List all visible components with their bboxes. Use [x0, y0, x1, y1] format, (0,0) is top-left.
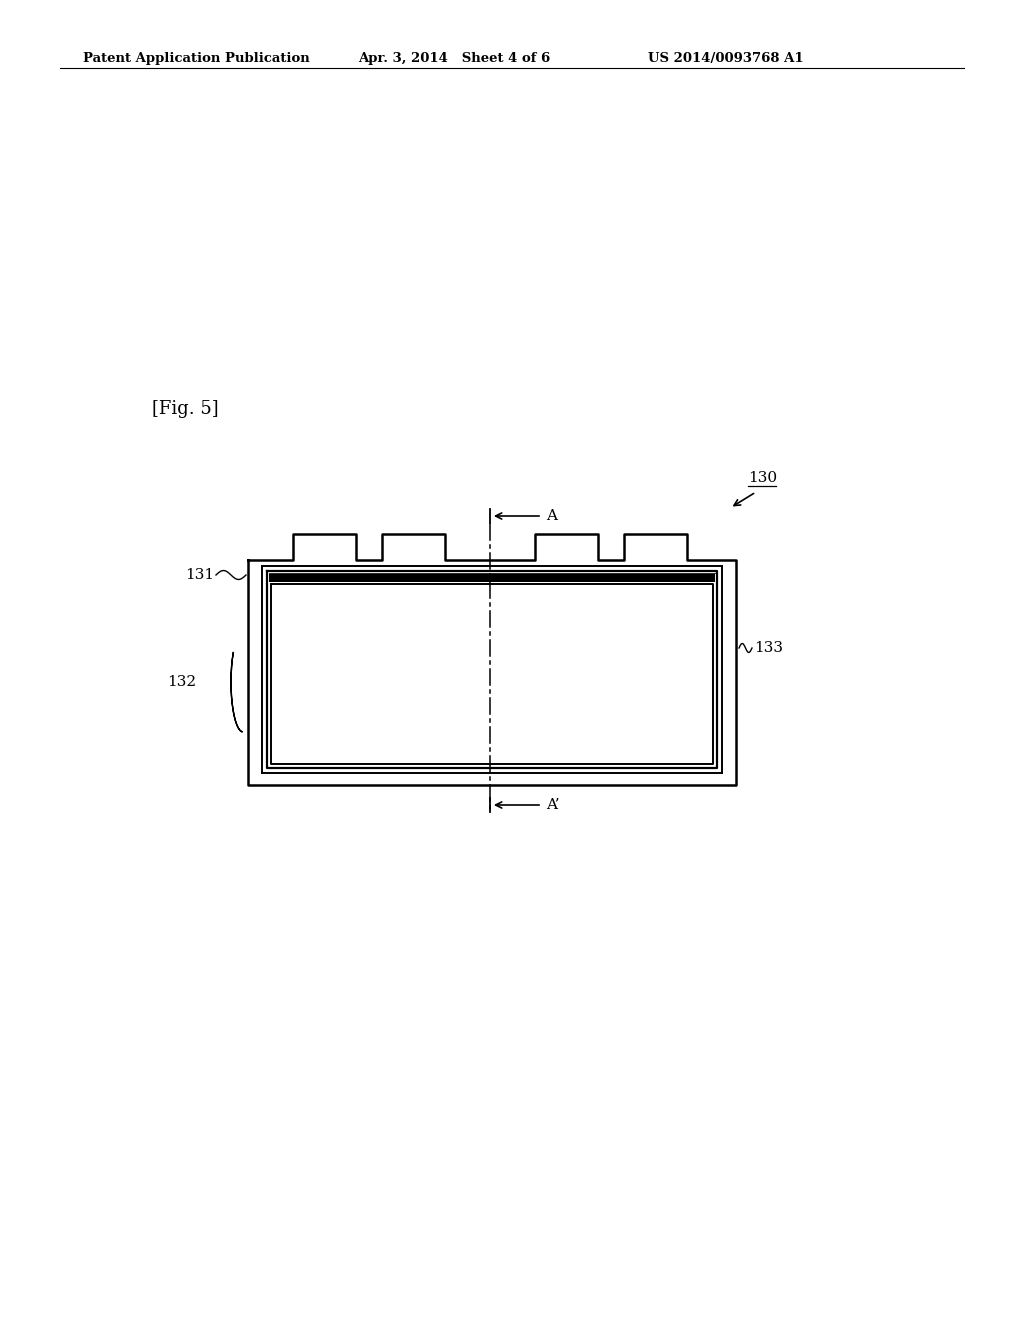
Text: 132: 132	[167, 675, 196, 689]
Text: US 2014/0093768 A1: US 2014/0093768 A1	[648, 51, 804, 65]
Text: 131: 131	[185, 568, 214, 582]
Bar	[269, 574, 715, 582]
Text: A’: A’	[546, 799, 560, 812]
Text: A: A	[546, 510, 557, 523]
Text: Apr. 3, 2014   Sheet 4 of 6: Apr. 3, 2014 Sheet 4 of 6	[358, 51, 550, 65]
Text: 130: 130	[748, 471, 777, 484]
Text: [Fig. 5]: [Fig. 5]	[152, 400, 219, 418]
Text: 133: 133	[754, 642, 783, 655]
Text: Patent Application Publication: Patent Application Publication	[83, 51, 309, 65]
